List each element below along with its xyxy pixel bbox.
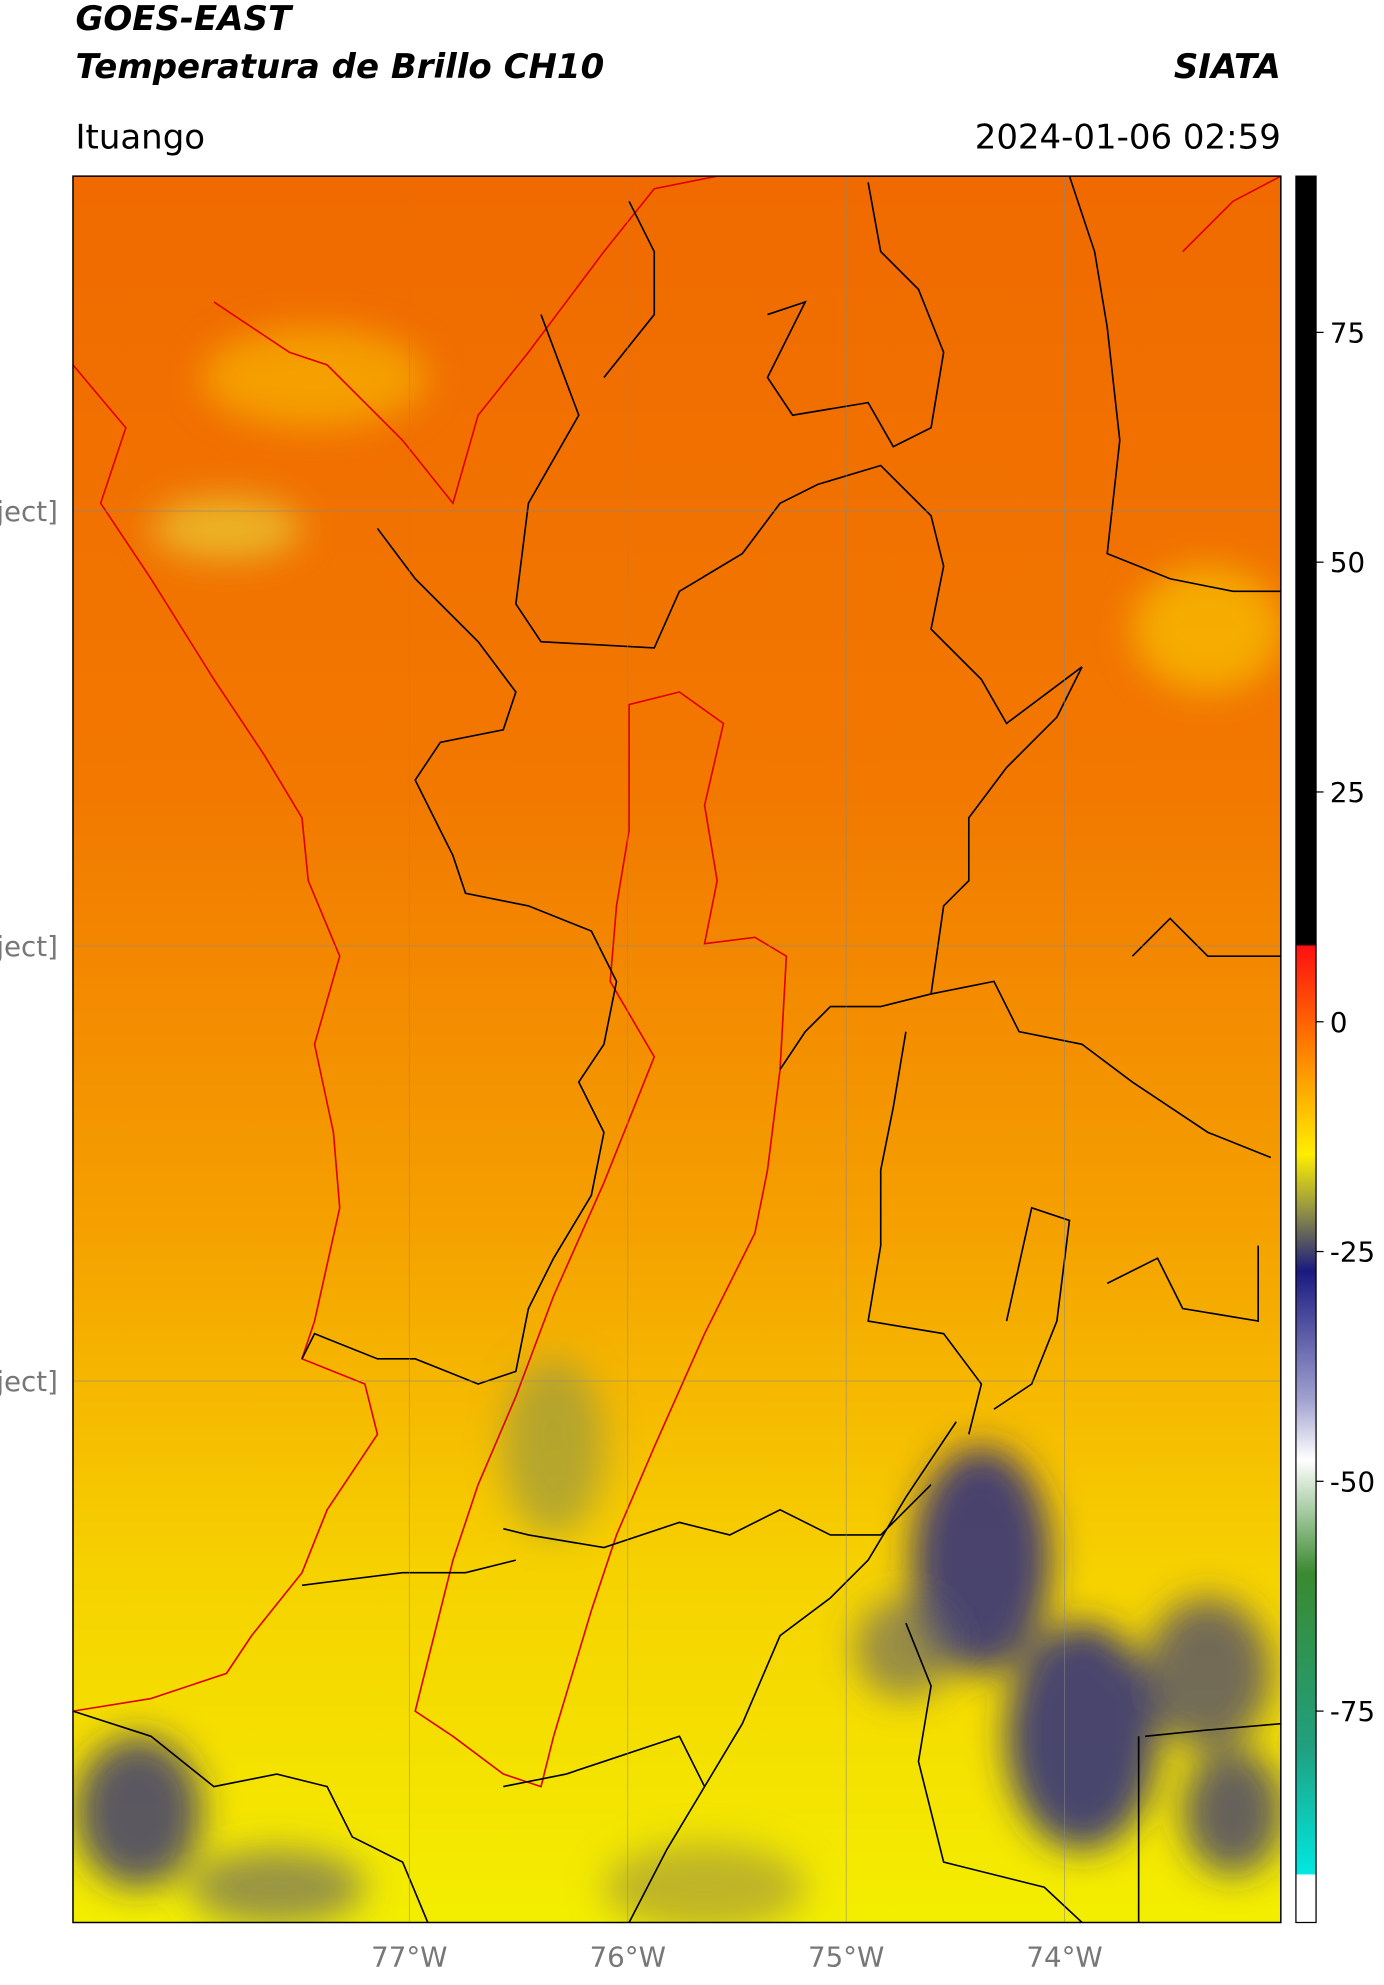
x-tick-label: 74°W: [1026, 1941, 1102, 1974]
colorbar-tick-label: 25: [1330, 776, 1365, 809]
graticule: [72, 176, 1281, 1923]
colorbar-tick-label: 75: [1330, 316, 1365, 349]
map-image: [72, 176, 1281, 1923]
region-label: Ituango: [75, 117, 205, 157]
colorbar-tick-label: 0: [1330, 1006, 1348, 1039]
colorbar-tick-label: 50: [1330, 546, 1365, 579]
cloud-features: [75, 327, 1281, 1923]
satellite-title: GOES-EAST: [75, 0, 293, 39]
datetime-label: 2024-01-06 02:59: [975, 117, 1281, 157]
x-tick-label: 75°W: [808, 1941, 884, 1974]
y-tick-label: [object Object]: [0, 1365, 58, 1398]
y-tick-label: [object Object]: [0, 930, 58, 963]
colorbar: [1295, 175, 1317, 1924]
admin-boundaries: [72, 176, 1281, 1923]
y-tick-label: [object Object]: [0, 495, 58, 528]
product-title: Temperatura de Brillo CH10: [75, 47, 604, 87]
agency-title: SIATA: [1174, 47, 1281, 87]
colorbar-tick-label: -25: [1330, 1236, 1375, 1269]
colorbar-tick-label: -75: [1330, 1695, 1375, 1728]
x-tick-label: 76°W: [590, 1941, 666, 1974]
x-tick-label: 77°W: [371, 1941, 447, 1974]
colorbar-tick-label: -50: [1330, 1465, 1375, 1498]
map-frame: [72, 175, 1282, 1924]
coastline: [72, 176, 1281, 1788]
